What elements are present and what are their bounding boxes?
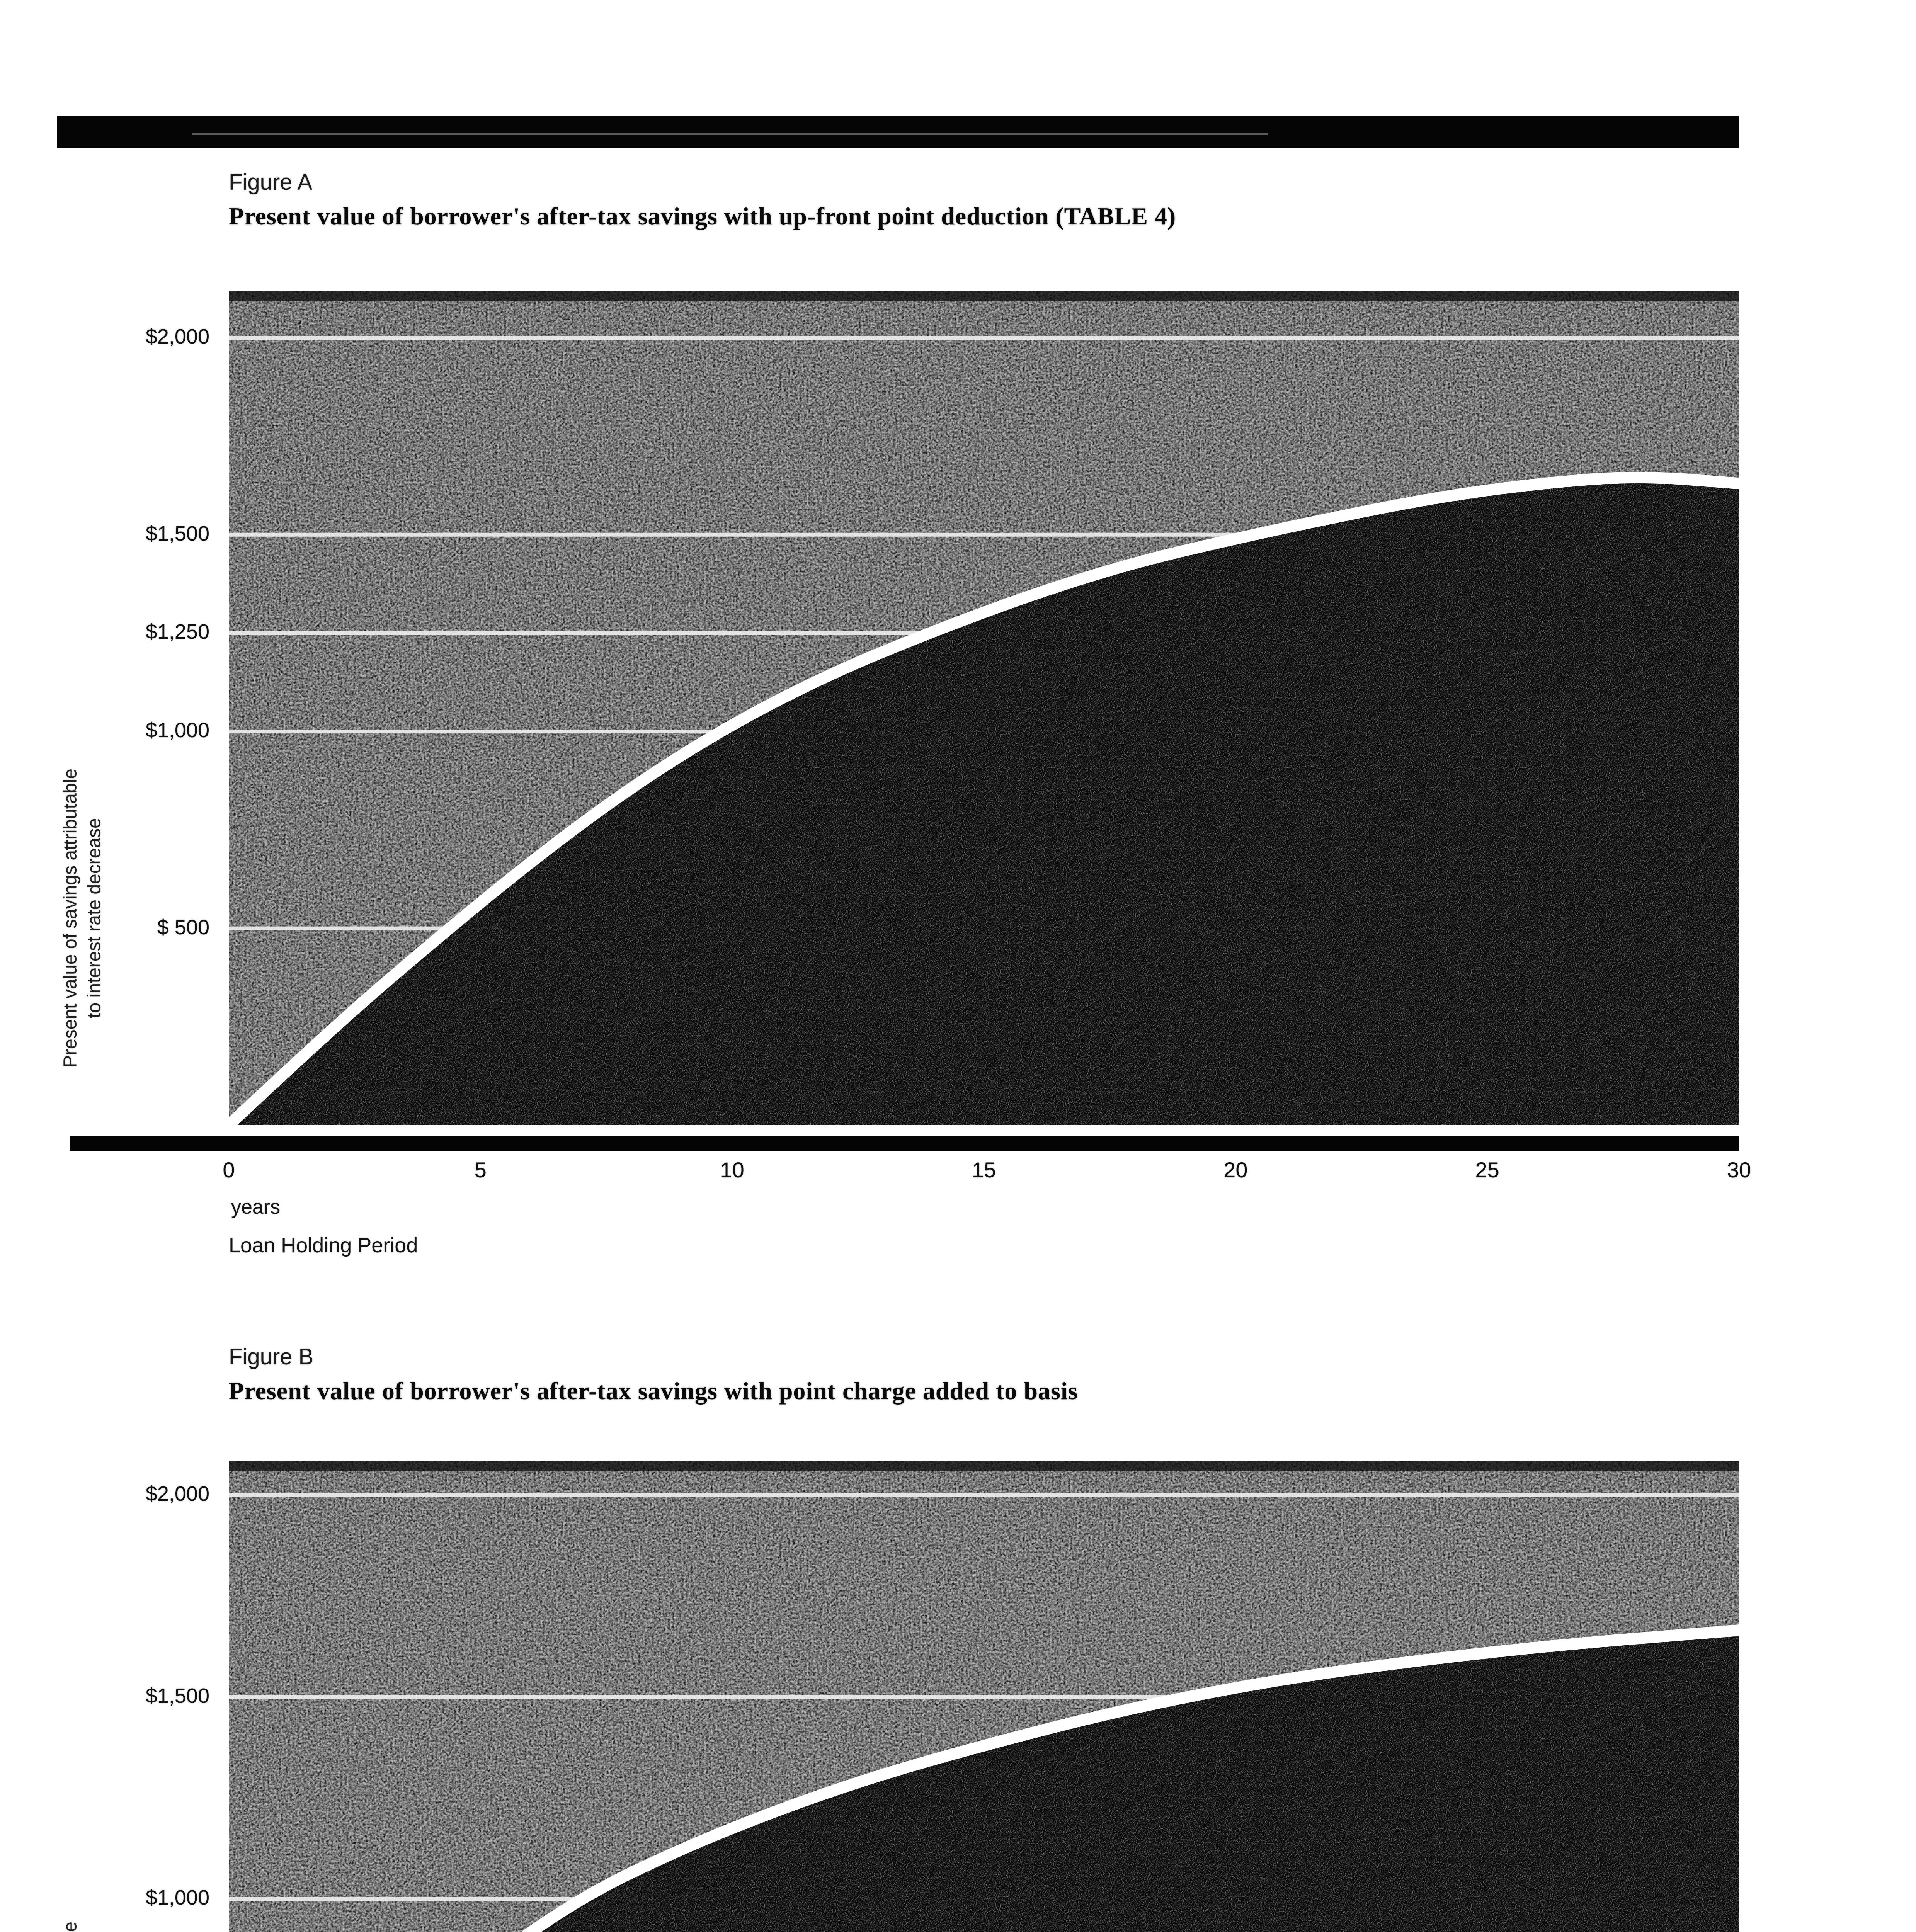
y-tick-label: $2,000 (70, 325, 209, 349)
x-tick-label: 25 (1445, 1158, 1530, 1182)
y-axis-label-line2: to interest rate decrease (83, 1922, 107, 1932)
x-tick-label: 20 (1193, 1158, 1278, 1182)
figure-b-label: Figure B (229, 1345, 313, 1369)
y-tick-label: $1,000 (70, 718, 209, 742)
figure-a-x-axis-caption: Loan Holding Period (229, 1235, 418, 1256)
figure-a-label: Figure A (229, 170, 312, 195)
y-tick-label: $1,000 (70, 1886, 209, 1910)
y-axis-label-line1: Present value of savings attributable (59, 1922, 83, 1932)
figure-b-y-axis-label: Present value of savings attributable to… (59, 1922, 107, 1932)
x-tick-label: 15 (941, 1158, 1026, 1182)
x-tick-label: 5 (438, 1158, 523, 1182)
y-tick-label: $ 500 (70, 915, 209, 939)
y-tick-label: $2,000 (70, 1482, 209, 1506)
x-tick-label: 10 (690, 1158, 775, 1182)
figure-a-chart (229, 291, 1739, 1125)
figure-a-title: Present value of borrower's after-tax sa… (229, 202, 1871, 231)
figure-b-chart (229, 1461, 1739, 1932)
y-tick-label: $1,250 (70, 620, 209, 644)
figure-a-x-axis-line (70, 1136, 1739, 1151)
figure-a-x-axis-unit: years (231, 1197, 280, 1217)
scanned-document-page: Figure A Present value of borrower's aft… (0, 0, 1916, 1932)
figure-b-title: Present value of borrower's after-tax sa… (229, 1376, 1871, 1406)
x-tick-label: 0 (186, 1158, 271, 1182)
y-tick-label: $1,500 (70, 1684, 209, 1708)
scan-artifact-top-bar (57, 116, 1739, 148)
y-tick-label: $1,500 (70, 522, 209, 546)
x-tick-label: 30 (1696, 1158, 1782, 1182)
